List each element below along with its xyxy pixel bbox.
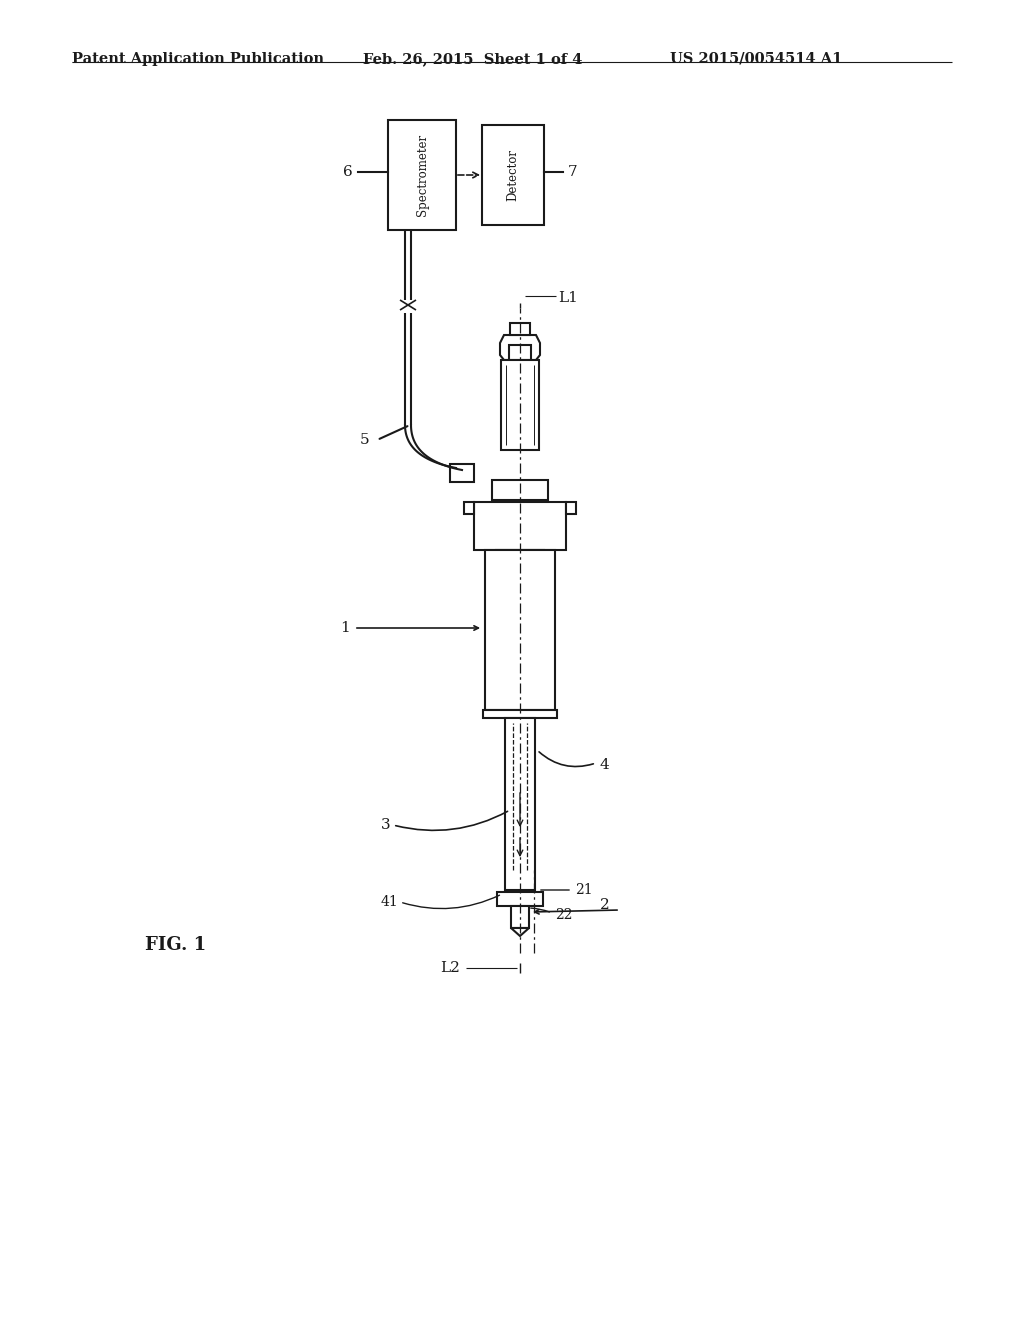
Bar — [497, 892, 543, 906]
Bar — [464, 502, 474, 513]
Text: 41: 41 — [380, 895, 398, 909]
Polygon shape — [511, 928, 529, 936]
Bar — [566, 502, 575, 513]
Bar — [474, 502, 566, 550]
FancyArrowPatch shape — [402, 895, 500, 908]
Polygon shape — [500, 335, 540, 360]
FancyArrowPatch shape — [535, 909, 617, 913]
Text: L2: L2 — [440, 961, 460, 975]
Bar — [492, 480, 548, 500]
Text: 7: 7 — [568, 165, 578, 180]
Text: FIG. 1: FIG. 1 — [145, 936, 206, 954]
Text: Spectrometer: Spectrometer — [416, 133, 428, 216]
Text: 4: 4 — [600, 758, 609, 772]
Text: Patent Application Publication: Patent Application Publication — [72, 51, 324, 66]
Text: US 2015/0054514 A1: US 2015/0054514 A1 — [670, 51, 843, 66]
FancyArrowPatch shape — [539, 752, 593, 767]
FancyArrowPatch shape — [380, 426, 408, 438]
Text: 5: 5 — [360, 433, 370, 447]
Bar — [483, 710, 557, 718]
Text: 2: 2 — [600, 898, 609, 912]
FancyArrowPatch shape — [530, 908, 550, 912]
Text: 3: 3 — [380, 818, 390, 832]
FancyArrowPatch shape — [395, 812, 508, 830]
Text: 22: 22 — [555, 908, 572, 921]
Text: Feb. 26, 2015  Sheet 1 of 4: Feb. 26, 2015 Sheet 1 of 4 — [362, 51, 583, 66]
Bar — [505, 718, 535, 890]
Bar — [482, 125, 544, 224]
FancyArrowPatch shape — [356, 626, 478, 630]
Text: 6: 6 — [343, 165, 353, 180]
Text: L1: L1 — [558, 290, 578, 305]
Bar — [450, 465, 474, 482]
Bar — [501, 360, 539, 450]
Bar — [388, 120, 456, 230]
Bar — [509, 345, 531, 360]
Text: 21: 21 — [575, 883, 593, 898]
Bar — [485, 550, 555, 710]
Text: Detector: Detector — [507, 149, 519, 201]
Bar — [510, 323, 530, 335]
Bar — [511, 906, 529, 928]
Bar — [496, 550, 544, 556]
Text: 1: 1 — [340, 620, 350, 635]
